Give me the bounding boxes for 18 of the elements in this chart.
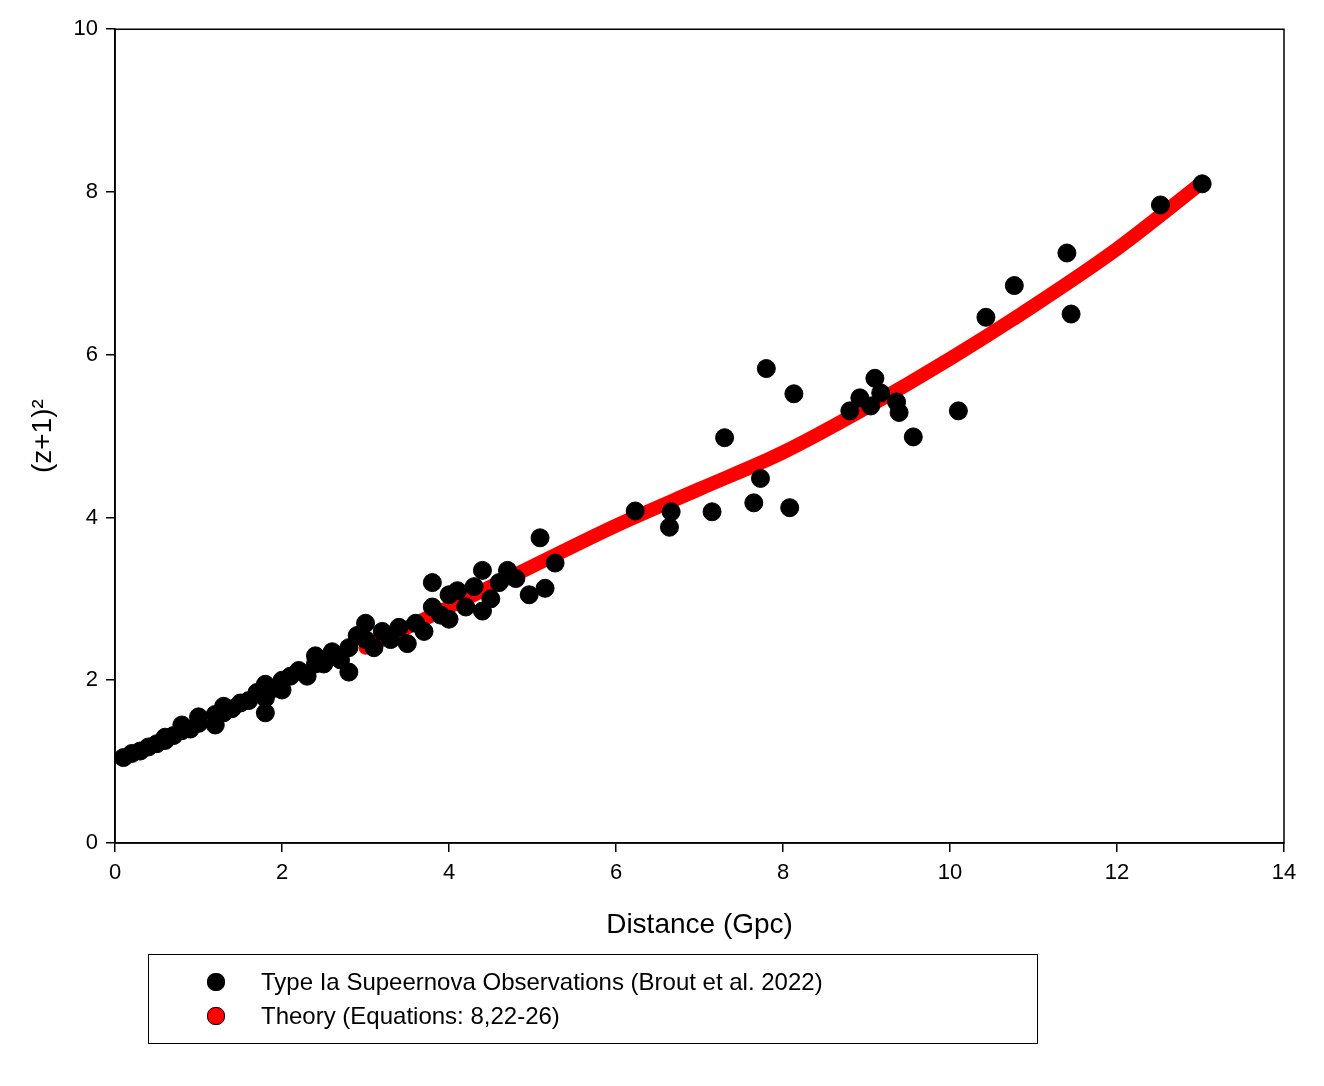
x-tick-label: 6 — [609, 859, 623, 885]
y-tick-label: 6 — [85, 340, 99, 366]
x-tick-label: 4 — [442, 859, 456, 885]
legend-label: Theory (Equations: 8,22-26) — [261, 1001, 560, 1031]
x-tick-label: 0 — [108, 859, 122, 885]
legend-label: Type Ia Supeernova Observations (Brout et al. 2022) — [261, 967, 823, 997]
x-tick-label: 8 — [776, 859, 790, 885]
y-tick-label: 0 — [85, 829, 99, 855]
y-tick-label: 8 — [85, 178, 99, 204]
x-tick-label: 14 — [1271, 859, 1297, 885]
y-axis-title: (z+1)² — [25, 399, 57, 474]
x-tick-label: 2 — [275, 859, 289, 885]
x-tick-label: 10 — [937, 859, 963, 885]
y-tick-label: 4 — [85, 503, 99, 529]
y-tick-label: 10 — [73, 15, 99, 41]
x-axis-title: Distance (Gpc) — [606, 907, 793, 939]
x-tick-label: 12 — [1104, 859, 1130, 885]
y-tick-label: 2 — [85, 666, 99, 692]
